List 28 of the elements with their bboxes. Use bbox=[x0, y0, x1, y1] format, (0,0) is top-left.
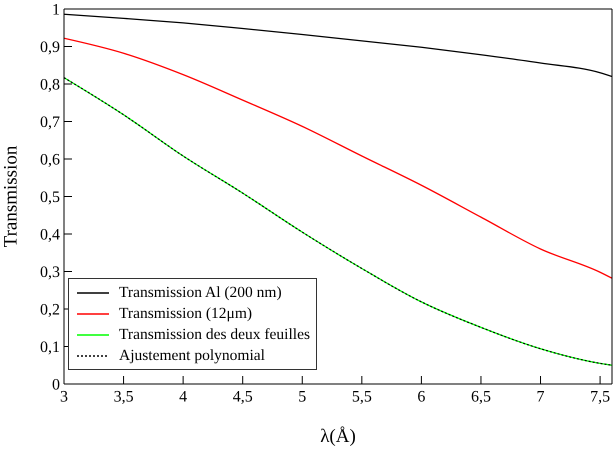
x-tick-label: 7,5 bbox=[590, 388, 610, 406]
y-tick-label: 0,9 bbox=[40, 39, 60, 56]
x-tick-label: 5,5 bbox=[352, 388, 372, 406]
x-axis-title: λ(Å) bbox=[320, 426, 356, 447]
x-tick-label: 4,5 bbox=[232, 388, 253, 406]
y-tick-label: 0,3 bbox=[40, 264, 60, 282]
y-tick-label: 0,7 bbox=[40, 114, 60, 132]
y-tick-label: 0,4 bbox=[40, 226, 60, 244]
legend-label: Transmission Al (200 nm) bbox=[119, 283, 282, 303]
y-tick-label: 0,2 bbox=[40, 302, 60, 319]
x-tick-label: 3,5 bbox=[114, 388, 134, 406]
legend-label: Transmission (12μm) bbox=[119, 304, 252, 324]
x-tick-label: 4 bbox=[179, 388, 188, 406]
y-axis-title: Transmission bbox=[0, 145, 22, 248]
x-tick-label: 7 bbox=[536, 388, 545, 406]
legend-label: Transmission des deux feuilles bbox=[119, 325, 310, 345]
x-tick-label: 3 bbox=[60, 388, 68, 406]
y-tick-label: 0,8 bbox=[40, 76, 60, 94]
y-tick-label: 0,6 bbox=[40, 152, 60, 169]
legend-label: Ajustement polynomial bbox=[119, 346, 265, 366]
y-tick-label: 0 bbox=[52, 376, 60, 394]
line-series bbox=[64, 38, 612, 279]
x-tick-label: 6,5 bbox=[470, 388, 491, 406]
y-tick-label: 0,5 bbox=[40, 189, 60, 206]
x-tick-label: 5 bbox=[298, 388, 306, 406]
y-tick-label: 1 bbox=[52, 2, 60, 19]
x-tick-label: 6 bbox=[417, 388, 426, 406]
y-tick-label: 0,1 bbox=[40, 339, 60, 356]
